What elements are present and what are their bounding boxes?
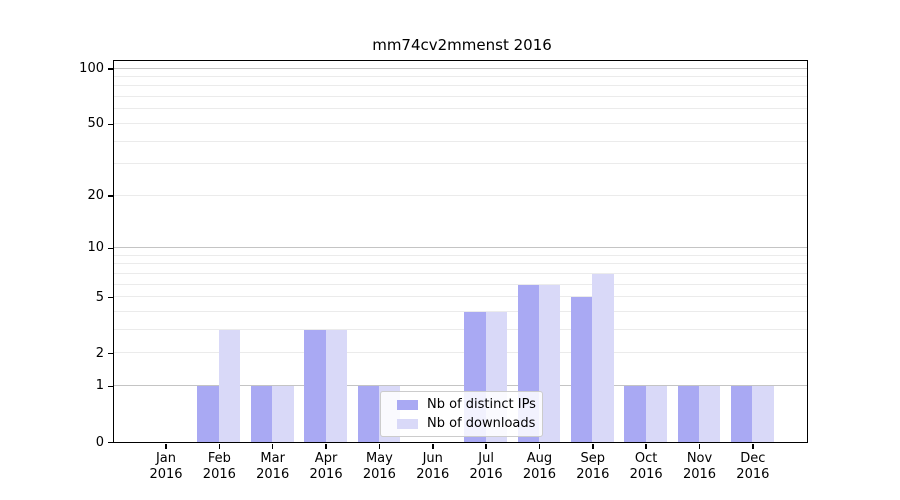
y-gridline-minor (114, 122, 807, 124)
y-gridline-minor (114, 283, 807, 285)
y-tick-mark (108, 123, 113, 126)
y-gridline-minor (114, 85, 807, 87)
chart-title: mm74cv2mmenst 2016 (372, 36, 552, 54)
x-tick-label: Mar 2016 (256, 451, 290, 482)
bar-distinct-ips-mar (250, 385, 273, 442)
legend-label-distinct-ips: Nb of distinct IPs (427, 396, 536, 412)
x-tick-label: Aug 2016 (522, 451, 556, 482)
y-tick-mark (108, 296, 113, 299)
x-tick-label: May 2016 (362, 451, 396, 482)
y-tick-label: 5 (95, 289, 104, 305)
x-tick-mark (538, 444, 541, 449)
x-tick-label: Oct 2016 (629, 451, 663, 482)
y-tick-label: 20 (87, 188, 104, 204)
y-tick-mark (108, 247, 113, 250)
x-tick-mark (325, 444, 327, 449)
legend-row-distinct-ips: Nb of distinct IPs (381, 397, 542, 413)
x-tick-label: Sep 2016 (576, 451, 610, 482)
x-tick-mark (485, 444, 487, 449)
bar-downloads-nov (699, 385, 721, 442)
x-tick-mark (378, 444, 381, 449)
x-tick-mark (592, 444, 594, 449)
bar-downloads-feb (218, 329, 241, 442)
bar-distinct-ips-apr (304, 329, 326, 442)
y-tick-mark (108, 195, 113, 197)
y-tick-mark (108, 352, 113, 355)
bar-distinct-ips-may (357, 385, 379, 442)
x-tick-label: Apr 2016 (309, 451, 343, 482)
bar-distinct-ips-oct (624, 385, 646, 442)
bar-downloads-aug (538, 284, 561, 442)
bar-distinct-ips-dec (730, 385, 753, 442)
bar-distinct-ips-sep (570, 297, 593, 442)
y-gridline-minor (114, 272, 807, 274)
y-gridline-minor (114, 140, 807, 142)
y-gridline-major (114, 67, 807, 69)
x-tick-label: Jan 2016 (149, 451, 183, 482)
y-gridline-minor (114, 296, 807, 298)
y-gridline-minor (114, 328, 807, 330)
x-tick-mark (218, 444, 221, 449)
legend-swatch-distinct-ips-icon (397, 399, 418, 410)
y-tick-label: 1 (95, 378, 104, 394)
plot-area (113, 60, 808, 443)
y-gridline-minor (114, 194, 807, 196)
y-tick-mark (108, 385, 113, 388)
y-gridline-minor (114, 76, 807, 78)
y-gridline-minor (114, 352, 807, 354)
y-gridline-minor (114, 96, 807, 98)
y-gridline-minor (114, 108, 807, 110)
bar-distinct-ips-feb (197, 385, 219, 442)
x-tick-mark (271, 444, 274, 449)
y-tick-mark (108, 68, 113, 70)
y-tick-label: 100 (79, 61, 104, 77)
y-tick-label: 0 (95, 434, 104, 450)
y-gridline-minor (114, 310, 807, 312)
x-tick-mark (165, 444, 167, 449)
bar-downloads-dec (752, 385, 774, 442)
x-tick-mark (752, 444, 754, 449)
y-tick-mark (108, 441, 113, 444)
y-tick-label: 2 (95, 345, 104, 361)
x-tick-mark (698, 444, 701, 449)
bar-downloads-sep (592, 273, 614, 442)
x-tick-label: Dec 2016 (736, 451, 770, 482)
x-tick-mark (432, 444, 434, 449)
y-gridline-minor (114, 254, 807, 256)
x-tick-label: Jun 2016 (416, 451, 450, 482)
y-gridline-minor (114, 163, 807, 165)
bar-downloads-oct (645, 385, 668, 442)
legend: Nb of distinct IPs Nb of downloads (380, 391, 543, 437)
y-tick-label: 10 (87, 240, 104, 256)
bar-downloads-mar (272, 385, 294, 442)
legend-swatch-downloads-icon (397, 418, 418, 429)
y-gridline-major (114, 246, 807, 248)
x-tick-label: Nov 2016 (682, 451, 717, 482)
legend-label-downloads: Nb of downloads (427, 415, 536, 431)
legend-row-downloads: Nb of downloads (381, 416, 542, 432)
x-tick-label: Feb 2016 (202, 451, 236, 482)
y-gridline-major (114, 384, 807, 386)
bar-distinct-ips-nov (677, 385, 699, 442)
y-tick-label: 50 (87, 116, 104, 132)
x-tick-label: Jul 2016 (469, 451, 503, 482)
x-tick-mark (645, 444, 647, 449)
bar-downloads-apr (325, 329, 347, 442)
y-gridline-minor (114, 263, 807, 265)
